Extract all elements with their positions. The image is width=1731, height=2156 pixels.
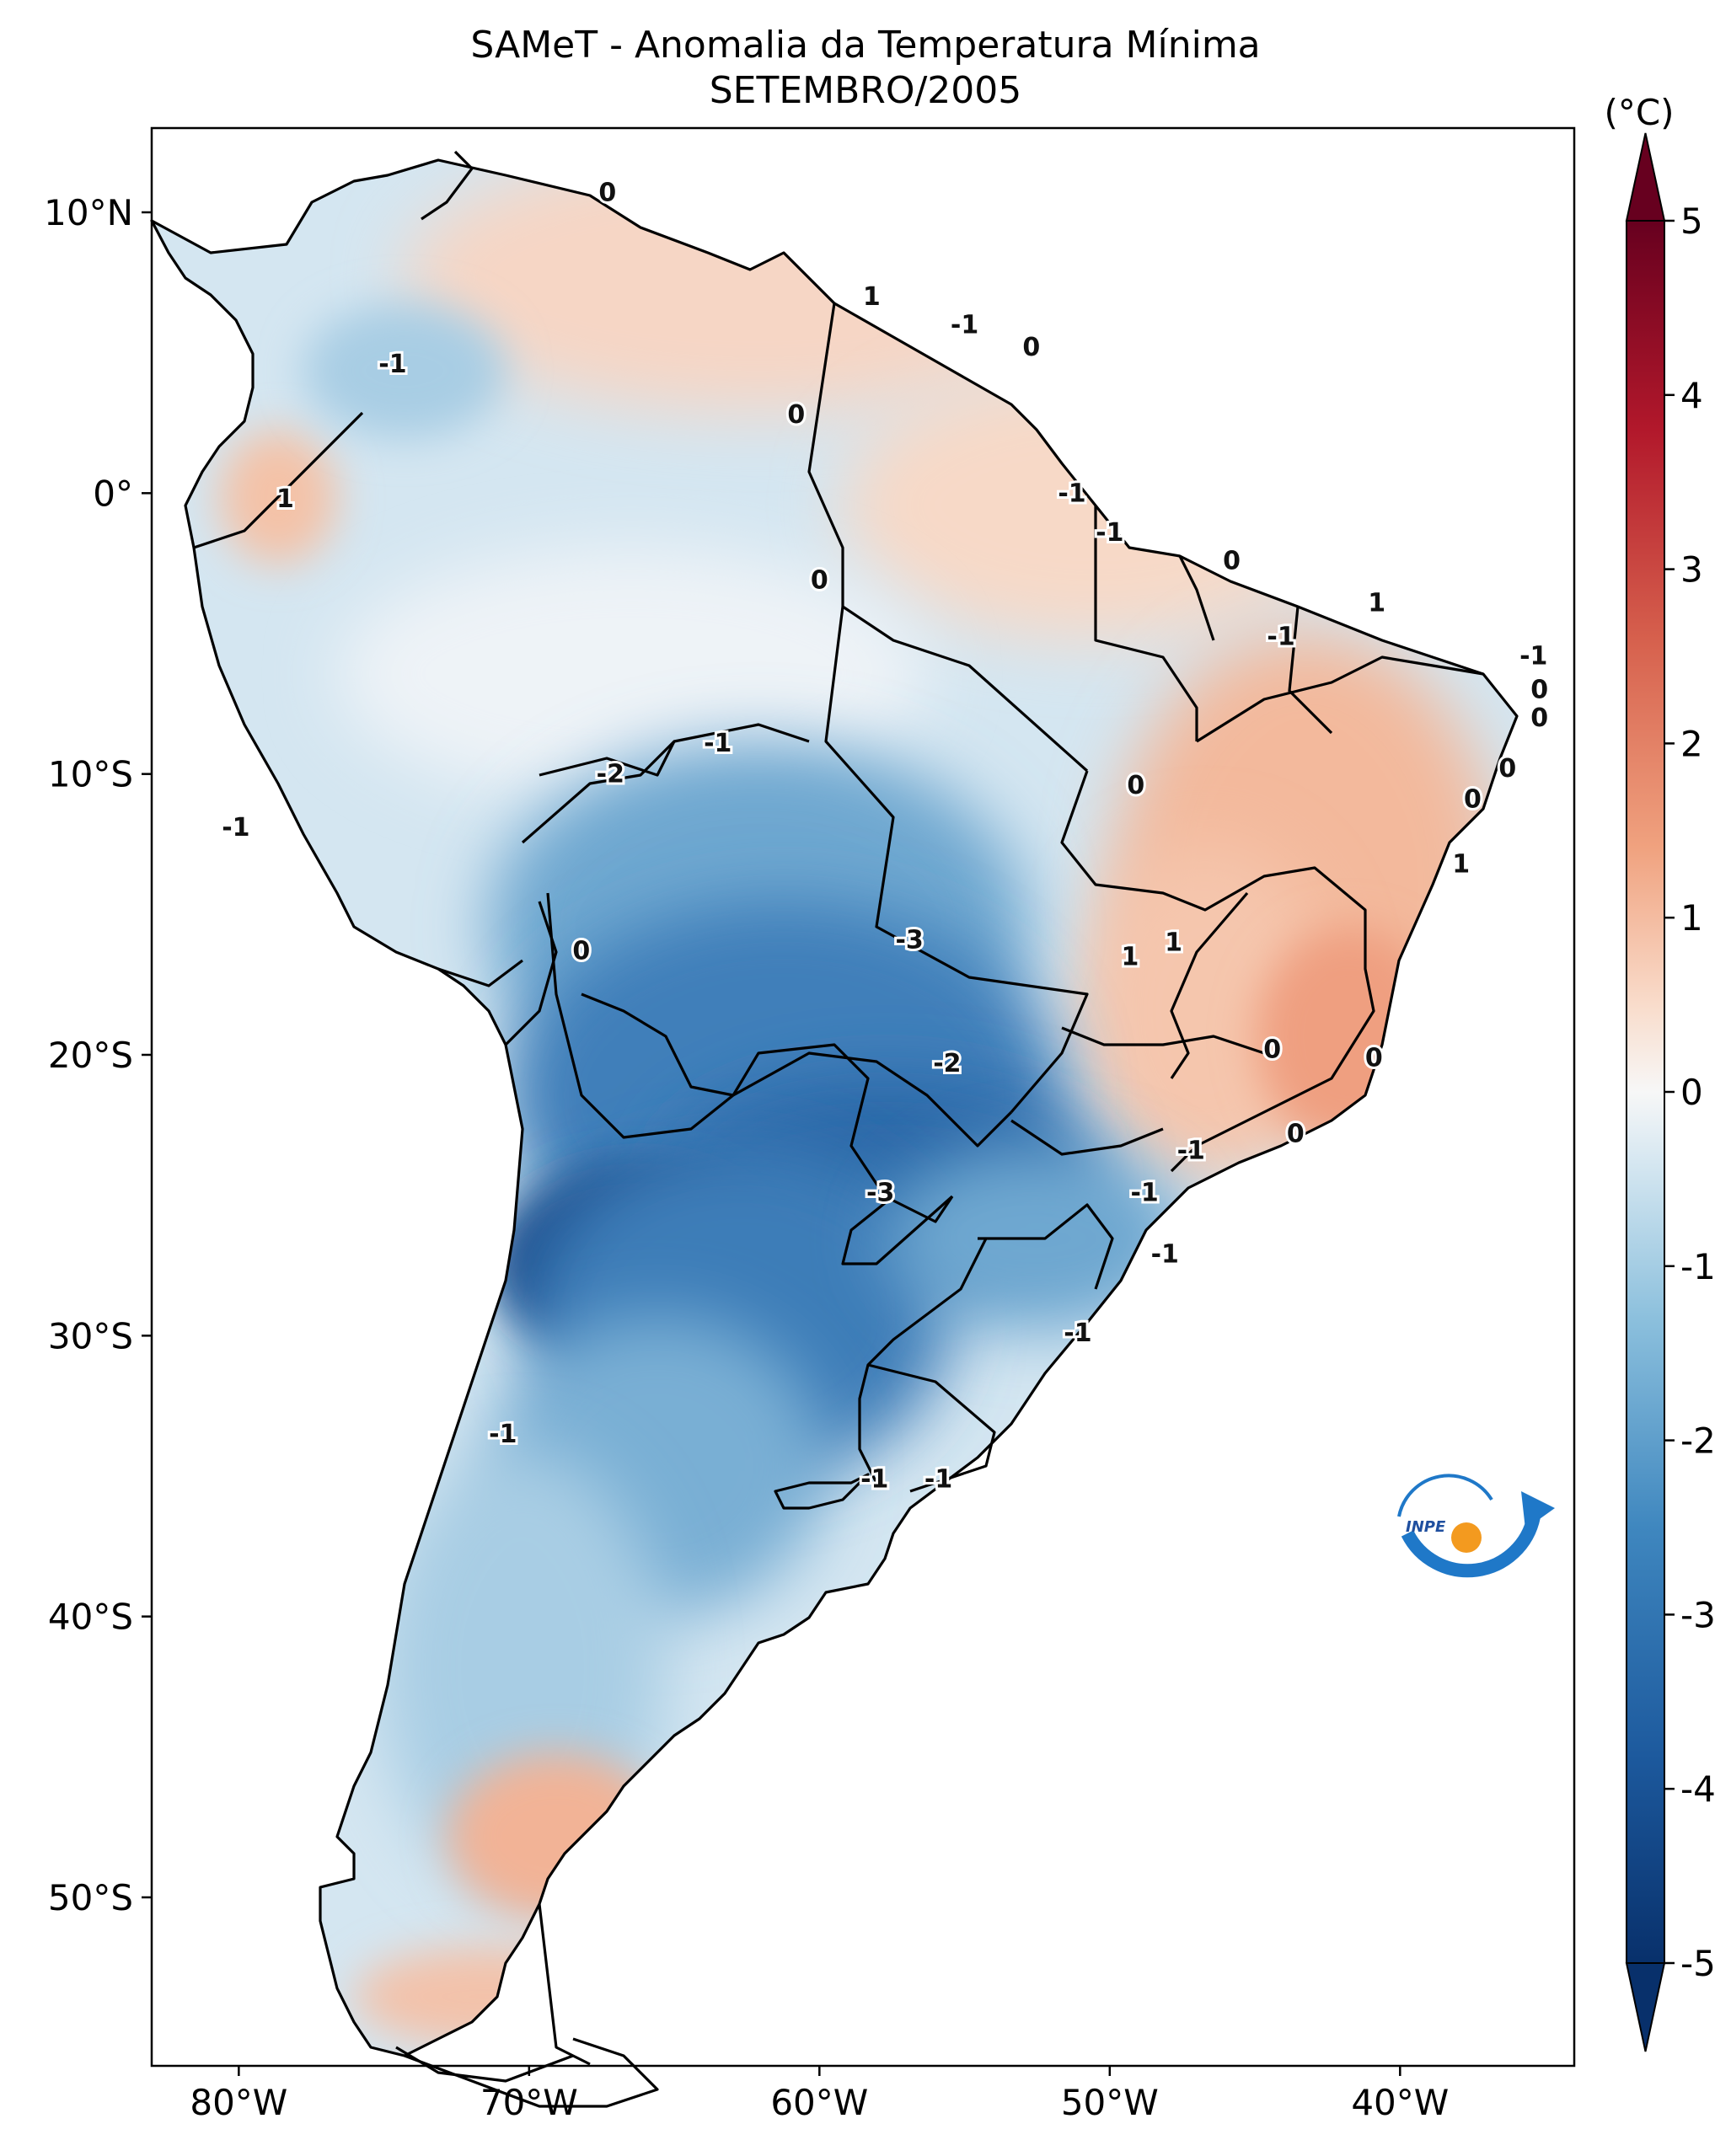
- contour-label: 0: [1498, 754, 1516, 784]
- colorbar-tick-label: 3: [1680, 549, 1703, 591]
- contour-label: 1: [1452, 849, 1470, 879]
- contour-label: -2: [933, 1049, 961, 1078]
- contour-label: 0: [1127, 771, 1144, 800]
- contour-label: -1: [489, 1420, 517, 1449]
- colorbar-body: [1626, 220, 1665, 1964]
- y-tick-label: 10°N: [44, 192, 133, 233]
- contour-label: 0: [787, 400, 805, 430]
- contour-label: 0: [598, 179, 616, 208]
- x-tick-label: 80°W: [190, 2082, 287, 2123]
- contour-label: 1: [863, 282, 881, 312]
- country-borders: [150, 150, 1519, 2108]
- colorbar-tick-label: 1: [1680, 897, 1703, 939]
- colorbar-unit: (°C): [1604, 92, 1674, 133]
- contour-label: 0: [1530, 704, 1548, 733]
- contour-label: -1: [1267, 622, 1294, 651]
- contour-label: -1: [1096, 518, 1123, 548]
- contour-label: 1: [1165, 928, 1182, 958]
- colorbar-tick-label: 2: [1680, 723, 1703, 764]
- map-title: SAMeT - Anomalia da Temperatura Mínima: [470, 24, 1260, 67]
- colorbar-tick-label: -4: [1680, 1768, 1716, 1810]
- colorbar-max-arrow: [1625, 132, 1666, 222]
- colorbar-tick-label: -2: [1680, 1420, 1716, 1462]
- colorbar-tick-label: 0: [1680, 1072, 1703, 1113]
- contour-label: -1: [1519, 642, 1547, 671]
- inpe-logo: INPE: [1397, 1474, 1555, 1578]
- y-tick-label: 10°S: [48, 754, 133, 795]
- y-tick-label: 30°S: [48, 1315, 133, 1356]
- y-tick-label: 0°: [93, 473, 133, 514]
- contour-label: 0: [1287, 1119, 1305, 1148]
- contour-label: -1: [222, 813, 249, 843]
- contour-label: -2: [597, 760, 624, 789]
- x-tick-label: 70°W: [480, 2082, 578, 2123]
- contour-label: -1: [860, 1464, 888, 1494]
- contour-label: -3: [866, 1178, 894, 1207]
- contour-label: -1: [951, 310, 978, 340]
- contour-label: -1: [1064, 1319, 1091, 1348]
- contour-label: -1: [1058, 479, 1085, 508]
- contour-label: 0: [1530, 676, 1548, 705]
- x-axis: 80°W 70°W 60°W 50°W 40°W: [190, 2066, 1449, 2123]
- y-tick-label: 20°S: [48, 1035, 133, 1076]
- contour-label: 0: [1022, 333, 1040, 362]
- colorbar-tick-label: -1: [1680, 1246, 1716, 1287]
- contour-label: 0: [811, 566, 828, 596]
- contour-label: -3: [895, 925, 923, 955]
- colorbar-tick-label: -3: [1680, 1594, 1716, 1635]
- y-tick-label: 50°S: [48, 1877, 133, 1918]
- colorbar-tick-label: 5: [1680, 201, 1703, 242]
- contour-label: -1: [1151, 1240, 1179, 1270]
- y-tick-label: 40°S: [48, 1597, 133, 1638]
- contour-label: 1: [1368, 588, 1385, 618]
- colorbar-min-arrow: [1625, 1962, 1666, 2052]
- contour-label: 0: [1223, 546, 1241, 575]
- x-tick-label: 60°W: [770, 2082, 868, 2123]
- colorbar: (°C) 5 4 3 2 1 0 -1 -2 -3 -4 -5: [1604, 92, 1716, 2052]
- colorbar-ticks: 5 4 3 2 1 0 -1 -2 -3 -4 -5: [1664, 201, 1716, 1984]
- x-tick-label: 50°W: [1061, 2082, 1159, 2123]
- contour-label: 1: [1121, 942, 1139, 971]
- contour-label: 1: [276, 484, 294, 514]
- contour-label: 0: [1263, 1035, 1281, 1064]
- contour-label: -1: [1130, 1178, 1158, 1207]
- contour-label: -1: [924, 1464, 952, 1494]
- x-tick-label: 40°W: [1351, 2082, 1449, 2123]
- contour-label: 0: [1464, 785, 1482, 815]
- inpe-logo-text: INPE: [1406, 1518, 1446, 1536]
- map-subtitle: SETEMBRO/2005: [710, 69, 1022, 112]
- colorbar-tick-label: -5: [1680, 1943, 1716, 1984]
- contour-label: -1: [378, 350, 406, 379]
- contour-label: 0: [1365, 1043, 1383, 1073]
- contour-label: -1: [1177, 1136, 1205, 1165]
- y-axis: 10°N 0° 10°S 20°S 30°S 40°S 50°S: [44, 192, 152, 1918]
- contour-label: -1: [704, 729, 732, 758]
- contour-label: 0: [572, 937, 590, 966]
- colorbar-tick-label: 4: [1680, 375, 1703, 416]
